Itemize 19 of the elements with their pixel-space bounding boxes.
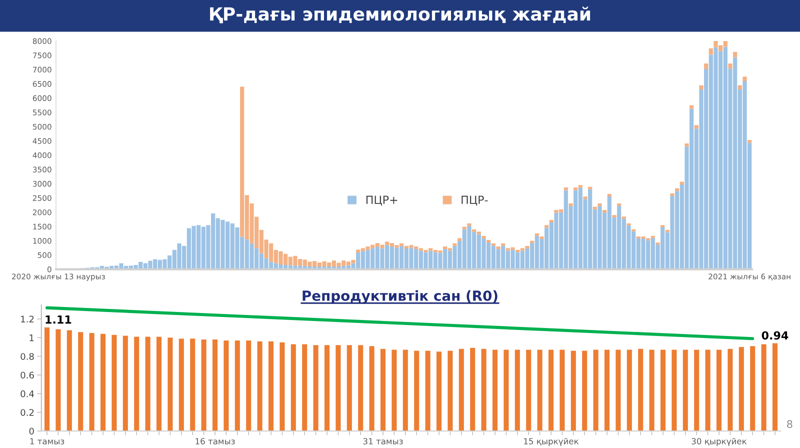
y-tick-label: 0.6 [20,372,34,379]
y-tick-label: 1.2 [21,316,34,322]
x-tick-label: 1 тамыз [30,438,64,444]
y-tick-label: 0.8 [20,353,34,360]
chart-title: Репродуктивтік сан (R0) [302,290,498,304]
y-tick-label: 0.4 [20,390,34,398]
y-tick-label: 0 [29,428,34,435]
data-label: 1.11 [46,315,72,324]
x-tick-label: 31 тамыз [363,438,403,444]
text: 8 [787,420,792,428]
y-tick-label: 0.2 [20,409,34,416]
y-tick-label: 1 [30,334,34,342]
chart-title: ҚР-дағы эпидемиологиялық жағдай [210,6,590,24]
legend-label: ПЦР+ [366,196,398,206]
x-tick-label: 16 тамыз [196,438,235,444]
legend-label: ПЦР- [462,196,488,206]
data-label: 0.94 [762,331,788,340]
x-tick-label: 15 қыркүйек [524,438,579,446]
x-tick-label: 30 қыркүйек [692,438,747,446]
